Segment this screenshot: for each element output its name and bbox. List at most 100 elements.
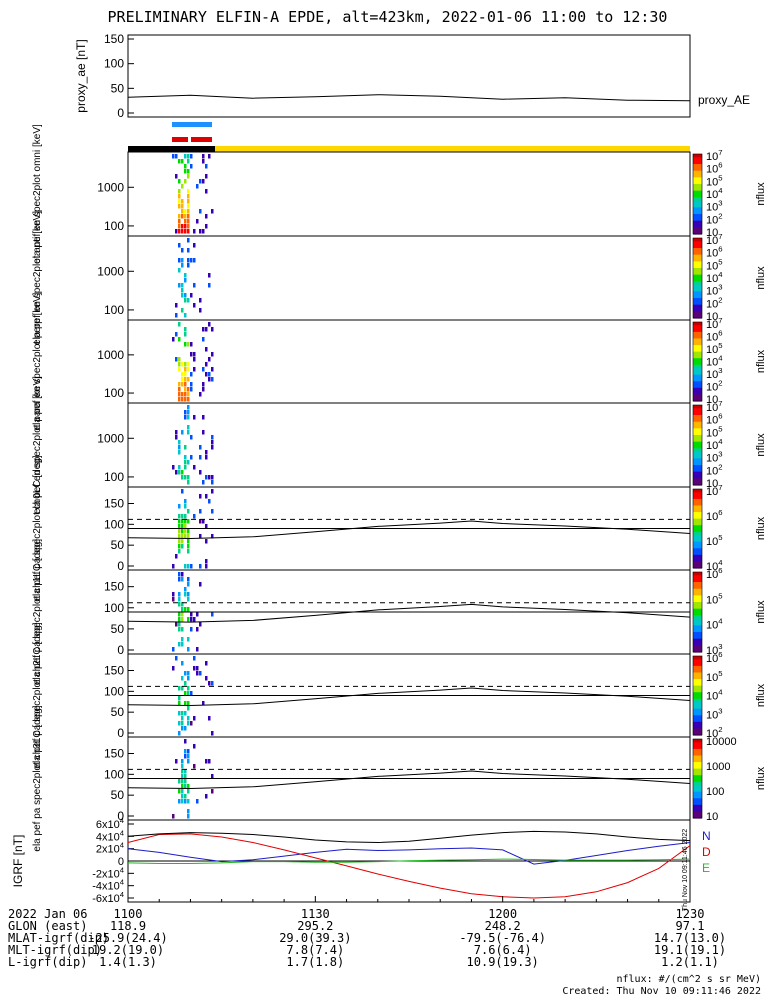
para-colorbar-swatch — [693, 418, 702, 423]
ch3LC-colorbar-swatch — [693, 745, 702, 750]
omni-heatmap-cell — [187, 174, 190, 179]
orbit-row-label: GLON (east) — [8, 919, 87, 933]
perp-colorbar-swatch — [693, 345, 702, 349]
para-colorbar-frame — [692, 404, 703, 486]
anti-colorbar-swatch — [693, 278, 702, 282]
ch3LC-colorbar-swatch — [693, 811, 702, 816]
anti-heatmap-cell — [178, 258, 181, 263]
perp-colorbar-swatch — [693, 368, 702, 372]
ch2LC-heatmap-cell — [178, 701, 181, 706]
omni-colorbar-tick-label: 106 — [706, 161, 723, 176]
ch2LC-heatmap-cell — [187, 706, 190, 711]
anti-heatmap-cell — [208, 283, 211, 288]
ch3LC-heatmap-cell — [211, 774, 214, 779]
anti-colorbar-swatch — [693, 264, 702, 269]
ch2LC-heatmap-cell — [181, 711, 184, 716]
para-heatmap-cell — [184, 475, 187, 480]
ch1LC-colorbar-swatch — [693, 595, 702, 600]
ch2LC-colorbar-swatch — [693, 662, 702, 667]
ch3LC-colorbar-swatch — [693, 814, 702, 819]
anti-colorbar-swatch — [693, 288, 702, 292]
ch2LC-colorbar-tick-label: 102 — [706, 725, 723, 740]
perp-colorbar-label: nflux — [755, 349, 767, 373]
igrf-tick-label: -4x104 — [92, 878, 125, 893]
orbit-row-label: MLAT-igrf(dip) — [8, 931, 109, 945]
ch3LC-heatmap-cell — [193, 744, 196, 749]
para-heatmap-cell — [181, 470, 184, 475]
ch1LC-tick-label: 0 — [117, 643, 124, 657]
ch3LC-colorbar-tick-label: 1000 — [706, 761, 730, 773]
para-colorbar-swatch — [693, 465, 702, 469]
orbit-row-value: 19.2(19.0) — [92, 943, 164, 957]
anti-heatmap-cell — [193, 303, 196, 308]
ch1LC-heatmap-cell — [172, 647, 175, 652]
omni-colorbar-swatch — [693, 220, 702, 225]
para-colorbar-swatch — [693, 438, 702, 443]
science-zone-bar-blue — [172, 122, 212, 127]
para-heatmap-cell — [175, 470, 178, 475]
perp-colorbar-tick-label: 10 — [706, 394, 718, 406]
para-heatmap-cell — [190, 435, 193, 440]
anti-colorbar-swatch — [693, 248, 702, 252]
igrf-line-D — [127, 833, 691, 899]
ch1LC-heatmap-cell — [184, 587, 187, 592]
ch2LC-tick-label: 50 — [111, 705, 125, 719]
ch0LC-colorbar-swatch — [693, 538, 702, 543]
ch0LC-heatmap-cell — [205, 539, 208, 544]
ch2LC-heatmap-cell — [172, 666, 175, 671]
perp-colorbar-swatch — [693, 325, 702, 330]
ch3LC-colorbar-swatch — [693, 791, 702, 796]
omni-tick-label: 1000 — [97, 180, 124, 194]
para-heatmap-cell — [187, 405, 190, 410]
ch0LC-heatmap-cell — [184, 564, 187, 569]
proxy-ae-frame — [127, 34, 691, 118]
perp-heatmap-cell — [181, 392, 184, 397]
omni-heatmap-cell — [190, 154, 193, 159]
perp-heatmap-cell — [193, 357, 196, 362]
ch3LC-heatmap-cell — [205, 759, 208, 764]
para-heatmap-cell — [187, 430, 190, 435]
orbit-row-value: 10.9(19.3) — [467, 955, 539, 969]
ch1LC-heatmap-cell — [178, 577, 181, 582]
ch2LC-heatmap-cell — [211, 681, 214, 686]
igrf-tick-label: 2x104 — [96, 841, 125, 856]
anti-heatmap-cell — [175, 303, 178, 308]
anti-colorbar-swatch — [693, 244, 702, 249]
ch3LC-colorbar-swatch — [693, 755, 702, 760]
ch0LC-colorbar-swatch — [693, 541, 702, 546]
ch3LC-colorbar-swatch — [693, 765, 702, 770]
ch1LC-heatmap-cell — [178, 572, 181, 577]
omni-heatmap-cell — [196, 219, 199, 224]
ch0LC-heatmap-cell — [205, 559, 208, 564]
para-colorbar-swatch — [693, 408, 702, 413]
ch2LC-heatmap-cell — [208, 716, 211, 721]
para-tick-label: 1000 — [97, 431, 124, 445]
ch2LC-heatmap-cell — [193, 666, 196, 671]
para-colorbar-swatch — [693, 428, 702, 433]
ch0LC-heatmap-cell — [187, 509, 190, 514]
ch0LC-heatmap-cell — [199, 519, 202, 524]
ch3LC-colorbar-swatch — [693, 742, 702, 747]
ch0LC-colorbar-swatch — [693, 498, 702, 503]
igrf-tick-label: -6x104 — [92, 890, 125, 905]
ch2LC-heatmap-cell — [202, 701, 205, 706]
para-heatmap-cell — [211, 440, 214, 445]
omni-frame — [127, 151, 691, 237]
ch3LC-heatmap-cell — [187, 759, 190, 764]
ch2LC-heatmap-cell — [187, 686, 190, 691]
ch1LC-colorbar-swatch — [693, 628, 702, 633]
perp-heatmap-cell — [190, 342, 193, 347]
perp-heatmap-cell — [181, 397, 184, 402]
orbit-row-value: 295.2 — [297, 919, 333, 933]
anti-heatmap-cell — [184, 313, 187, 318]
ch1LC-colorbar-swatch — [693, 615, 702, 620]
omni-colorbar-swatch — [693, 207, 702, 212]
igrf-legend-D: D — [702, 845, 711, 859]
ch1LC-colorbar-swatch — [693, 582, 702, 586]
omni-heatmap-cell — [181, 199, 184, 204]
ch3LC-colorbar-swatch — [693, 794, 702, 799]
perp-heatmap-cell — [202, 367, 205, 372]
para-colorbar-tick-label: 102 — [706, 462, 723, 477]
ch3LC-heatmap-cell — [184, 739, 187, 744]
para-heatmap-cell — [193, 415, 196, 420]
